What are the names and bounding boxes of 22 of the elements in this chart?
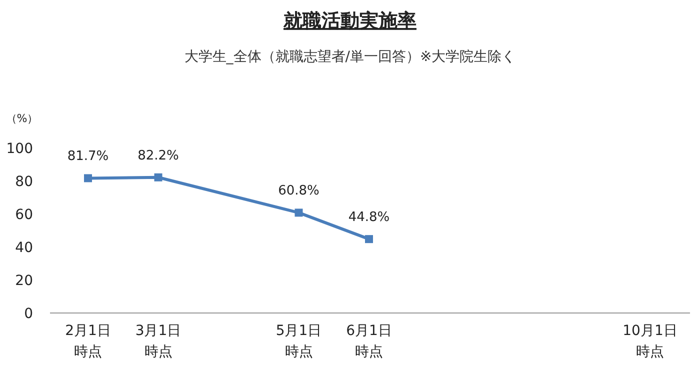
x-tick-label: 3月1日時点 <box>135 323 182 360</box>
chart-subtitle: 大学生_全体（就職志望者/単一回答）※大学院生除く <box>184 49 516 65</box>
data-label: 44.8% <box>348 210 390 226</box>
chart-title: 就職活動実施率 <box>282 10 416 32</box>
data-label: 82.2% <box>138 148 179 164</box>
y-axis-title: （%） <box>6 112 38 125</box>
data-label: 81.7% <box>67 149 109 164</box>
y-tick-label: 40 <box>15 240 33 256</box>
y-tick-label: 80 <box>15 174 33 190</box>
point <box>84 174 92 182</box>
x-tick-label: 6月1日時点 <box>346 323 392 360</box>
x-tick-label: 5月1日時点 <box>276 323 322 360</box>
y-tick-label: 0 <box>24 306 33 322</box>
y-tick-label: 60 <box>15 207 33 223</box>
data-label: 60.8% <box>278 184 320 199</box>
y-tick-label: 20 <box>15 273 33 289</box>
y-tick-label: 100 <box>6 141 33 157</box>
point <box>154 173 162 182</box>
x-tick-label: 2月1日時点 <box>65 323 111 360</box>
point <box>294 208 303 217</box>
x-tick-label: 10月1日時点 <box>622 323 678 360</box>
point <box>365 235 373 244</box>
